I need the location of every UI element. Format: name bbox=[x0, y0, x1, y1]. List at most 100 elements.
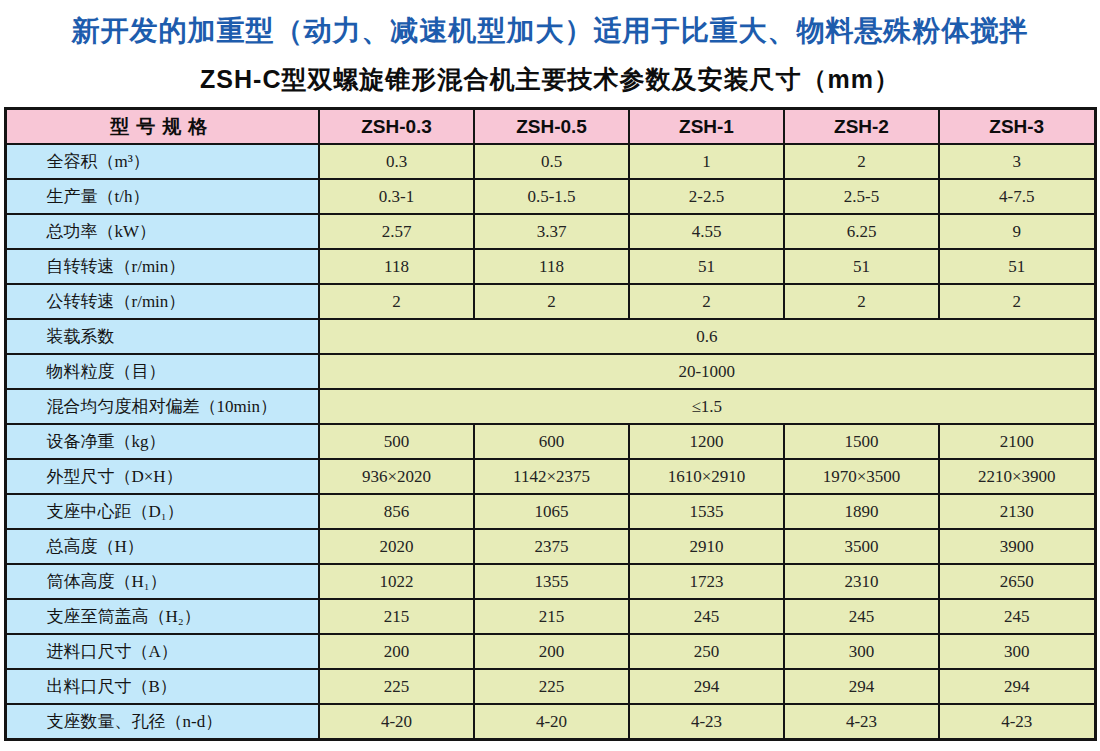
table-title: ZSH-C型双螺旋锥形混合机主要技术参数及安装尺寸（mm） bbox=[0, 64, 1100, 94]
spec-value-cell: 51 bbox=[629, 249, 784, 284]
row-label: 物料粒度（目） bbox=[5, 354, 319, 389]
spec-value-cell: 2 bbox=[784, 144, 939, 179]
row-label: 支座至筒盖高（H₂） bbox=[5, 599, 319, 634]
spec-value-cell: 4-23 bbox=[939, 704, 1095, 740]
spec-value-cell: 4-7.5 bbox=[939, 179, 1095, 214]
spec-value-cell: 1500 bbox=[784, 424, 939, 459]
table-header-row: 型号规格ZSH-0.3ZSH-0.5ZSH-1ZSH-2ZSH-3 bbox=[5, 109, 1095, 145]
spec-value-cell-merged: 20-1000 bbox=[319, 354, 1095, 389]
table-row: 外型尺寸（D×H）936×20201142×23751610×29101970×… bbox=[5, 459, 1095, 494]
spec-value-cell: 600 bbox=[474, 424, 629, 459]
spec-value-cell: 856 bbox=[319, 494, 474, 529]
spec-value-cell: 1 bbox=[629, 144, 784, 179]
spec-value-cell: 2130 bbox=[939, 494, 1095, 529]
model-column-header: ZSH-1 bbox=[629, 109, 784, 145]
spec-value-cell: 1723 bbox=[629, 564, 784, 599]
spec-value-cell: 294 bbox=[939, 669, 1095, 704]
spec-value-cell: 294 bbox=[784, 669, 939, 704]
spec-value-cell: 250 bbox=[629, 634, 784, 669]
spec-value-cell: 215 bbox=[474, 599, 629, 634]
spec-value-cell: 225 bbox=[319, 669, 474, 704]
spec-value-cell: 2 bbox=[784, 284, 939, 319]
spec-value-cell: 3.37 bbox=[474, 214, 629, 249]
table-row: 设备净重（kg）500600120015002100 bbox=[5, 424, 1095, 459]
spec-label-column-header: 型号规格 bbox=[5, 109, 319, 145]
model-column-header: ZSH-3 bbox=[939, 109, 1095, 145]
spec-value-cell: 1355 bbox=[474, 564, 629, 599]
spec-value-cell: 2.57 bbox=[319, 214, 474, 249]
table-row: 公转转速（r/min）22222 bbox=[5, 284, 1095, 319]
spec-value-cell: 51 bbox=[939, 249, 1095, 284]
table-row: 总功率（kW）2.573.374.556.259 bbox=[5, 214, 1095, 249]
spec-value-cell: 300 bbox=[939, 634, 1095, 669]
spec-value-cell: 0.5 bbox=[474, 144, 629, 179]
spec-value-cell: 2.5-5 bbox=[784, 179, 939, 214]
spec-value-cell: 2210×3900 bbox=[939, 459, 1095, 494]
spec-value-cell: 1890 bbox=[784, 494, 939, 529]
row-label: 进料口尺寸（A） bbox=[5, 634, 319, 669]
spec-value-cell: 3 bbox=[939, 144, 1095, 179]
row-label: 支座数量、孔径（n-d） bbox=[5, 704, 319, 740]
spec-value-cell: 0.3 bbox=[319, 144, 474, 179]
spec-value-cell: 6.25 bbox=[784, 214, 939, 249]
spec-value-cell-merged: ≤1.5 bbox=[319, 389, 1095, 424]
row-label: 筒体高度（H₁） bbox=[5, 564, 319, 599]
row-label: 设备净重（kg） bbox=[5, 424, 319, 459]
spec-value-cell: 1065 bbox=[474, 494, 629, 529]
table-row: 出料口尺寸（B）225225294294294 bbox=[5, 669, 1095, 704]
spec-value-cell: 0.3-1 bbox=[319, 179, 474, 214]
spec-value-cell: 936×2020 bbox=[319, 459, 474, 494]
spec-value-cell: 300 bbox=[784, 634, 939, 669]
spec-value-cell: 500 bbox=[319, 424, 474, 459]
spec-value-cell: 200 bbox=[319, 634, 474, 669]
row-label: 全容积（m³） bbox=[5, 144, 319, 179]
spec-value-cell: 225 bbox=[474, 669, 629, 704]
spec-value-cell: 1610×2910 bbox=[629, 459, 784, 494]
table-row: 支座中心距（D₁）8561065153518902130 bbox=[5, 494, 1095, 529]
spec-value-cell: 245 bbox=[629, 599, 784, 634]
page-title: 新开发的加重型（动力、减速机型加大）适用于比重大、物料悬殊粉体搅拌 bbox=[0, 14, 1100, 47]
spec-value-cell: 2 bbox=[474, 284, 629, 319]
row-label: 支座中心距（D₁） bbox=[5, 494, 319, 529]
spec-table: 型号规格ZSH-0.3ZSH-0.5ZSH-1ZSH-2ZSH-3 全容积（m³… bbox=[4, 107, 1097, 741]
table-row: 生产量（t/h）0.3-10.5-1.52-2.52.5-54-7.5 bbox=[5, 179, 1095, 214]
spec-value-cell: 215 bbox=[319, 599, 474, 634]
spec-value-cell: 1142×2375 bbox=[474, 459, 629, 494]
spec-value-cell: 118 bbox=[319, 249, 474, 284]
spec-value-cell: 1200 bbox=[629, 424, 784, 459]
table-row: 装载系数0.6 bbox=[5, 319, 1095, 354]
row-label: 外型尺寸（D×H） bbox=[5, 459, 319, 494]
spec-value-cell: 4-20 bbox=[474, 704, 629, 740]
spec-value-cell: 4.55 bbox=[629, 214, 784, 249]
table-row: 混合均匀度相对偏差（10min）≤1.5 bbox=[5, 389, 1095, 424]
spec-value-cell: 1970×3500 bbox=[784, 459, 939, 494]
row-label: 总高度（H） bbox=[5, 529, 319, 564]
spec-value-cell: 2 bbox=[939, 284, 1095, 319]
row-label: 装载系数 bbox=[5, 319, 319, 354]
spec-value-cell: 4-23 bbox=[784, 704, 939, 740]
spec-sheet: 新开发的加重型（动力、减速机型加大）适用于比重大、物料悬殊粉体搅拌 ZSH-C型… bbox=[0, 14, 1100, 751]
model-column-header: ZSH-2 bbox=[784, 109, 939, 145]
row-label: 生产量（t/h） bbox=[5, 179, 319, 214]
spec-value-cell: 0.5-1.5 bbox=[474, 179, 629, 214]
spec-value-cell: 2-2.5 bbox=[629, 179, 784, 214]
spec-value-cell: 2 bbox=[629, 284, 784, 319]
spec-value-cell: 2100 bbox=[939, 424, 1095, 459]
table-row: 物料粒度（目）20-1000 bbox=[5, 354, 1095, 389]
row-label: 公转转速（r/min） bbox=[5, 284, 319, 319]
spec-value-cell: 2020 bbox=[319, 529, 474, 564]
model-column-header: ZSH-0.3 bbox=[319, 109, 474, 145]
spec-value-cell: 2375 bbox=[474, 529, 629, 564]
spec-value-cell: 245 bbox=[784, 599, 939, 634]
table-row: 进料口尺寸（A）200200250300300 bbox=[5, 634, 1095, 669]
spec-value-cell: 4-23 bbox=[629, 704, 784, 740]
table-row: 支座数量、孔径（n-d）4-204-204-234-234-23 bbox=[5, 704, 1095, 740]
spec-value-cell-merged: 0.6 bbox=[319, 319, 1095, 354]
spec-value-cell: 3500 bbox=[784, 529, 939, 564]
spec-value-cell: 294 bbox=[629, 669, 784, 704]
spec-value-cell: 200 bbox=[474, 634, 629, 669]
spec-value-cell: 1022 bbox=[319, 564, 474, 599]
spec-value-cell: 2650 bbox=[939, 564, 1095, 599]
spec-value-cell: 9 bbox=[939, 214, 1095, 249]
row-label: 混合均匀度相对偏差（10min） bbox=[5, 389, 319, 424]
